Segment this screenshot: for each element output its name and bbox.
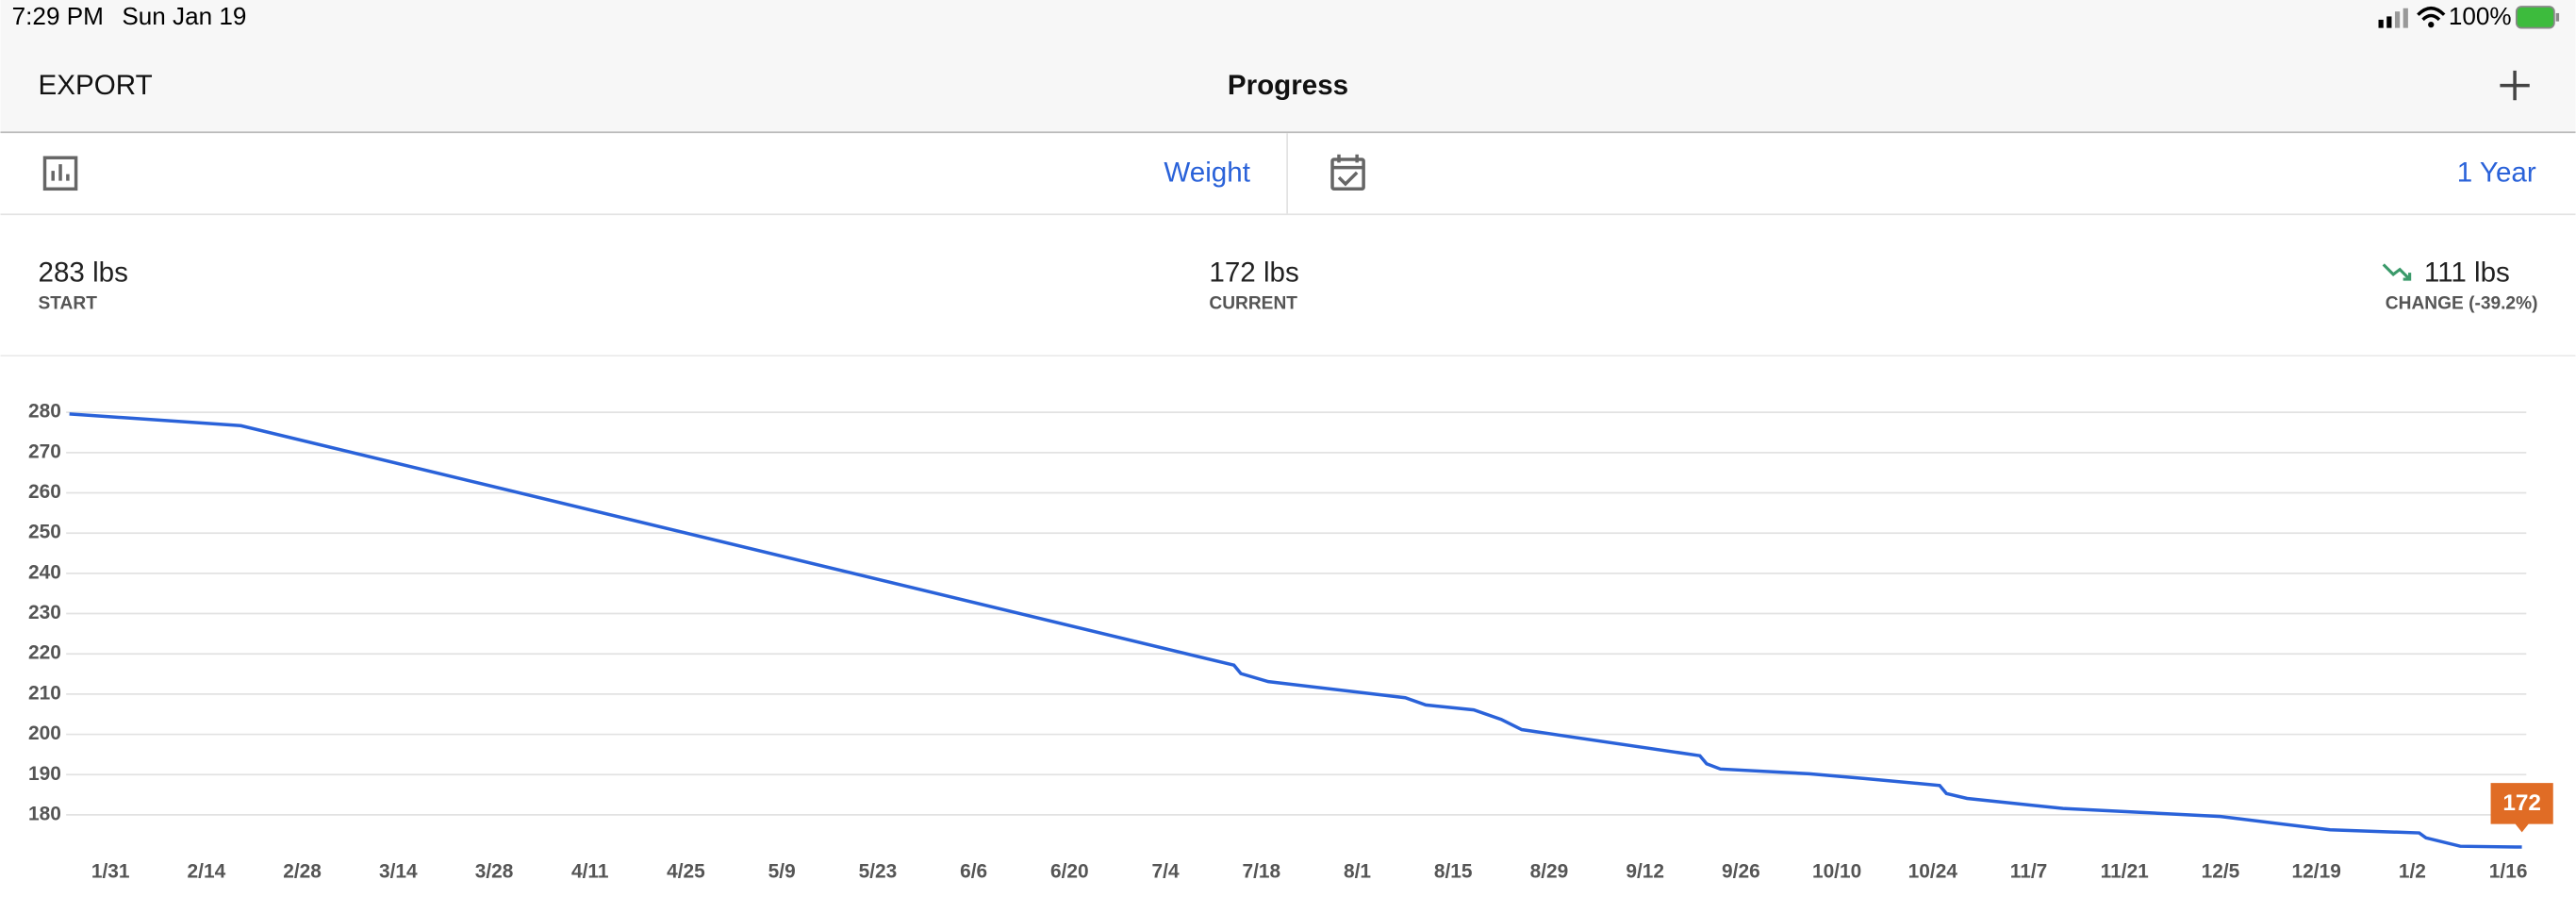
battery-icon — [2515, 6, 2555, 29]
x-tick-label: 9/26 — [1722, 860, 1760, 882]
x-tick-label: 8/1 — [1344, 860, 1371, 882]
x-tick-label: 4/11 — [571, 860, 609, 882]
x-tick-label: 5/23 — [859, 860, 898, 882]
chart: 180 190 200 210 220 230 240 250 260 270 280 1/31 2/1… — [28, 401, 2553, 882]
x-tick-label: 12/5 — [2202, 860, 2240, 882]
x-tick-label: 5/9 — [768, 860, 796, 882]
nav-title: Progress — [1228, 70, 1348, 101]
stat-label: CHANGE (-39.2%) — [2386, 293, 2538, 313]
battery-text: 100% — [2449, 2, 2512, 30]
x-tick-label: 1/16 — [2489, 860, 2528, 882]
battery-tip — [2555, 12, 2560, 22]
x-tick-label: 9/12 — [1626, 860, 1664, 882]
x-tick-label: 3/28 — [475, 860, 514, 882]
stat-value: 111 lbs — [2424, 257, 2510, 289]
tooltip — [2490, 783, 2553, 833]
calendar-icon[interactable] — [1330, 154, 1365, 191]
x-tick-label: 11/21 — [2101, 860, 2150, 882]
y-tick-label: 180 — [28, 803, 61, 824]
x-tick-label: 11/7 — [2010, 860, 2048, 882]
x-tick-label: 8/29 — [1530, 860, 1569, 882]
metric-selector[interactable]: Weight — [1164, 157, 1250, 188]
x-tick-label: 10/24 — [1908, 860, 1958, 882]
y-tick-label: 260 — [28, 481, 61, 503]
x-tick-label: 1/31 — [91, 860, 130, 882]
x-tick-label: 6/6 — [960, 860, 987, 882]
chart-type-icon[interactable] — [42, 156, 78, 191]
weight-line — [69, 412, 2522, 849]
y-tick-label: 250 — [28, 522, 61, 543]
stat-label: START — [39, 293, 98, 313]
signal-icon — [2378, 8, 2408, 28]
trend-icon — [2382, 263, 2412, 281]
stat-label: CURRENT — [1209, 293, 1297, 313]
top-bar-bg — [0, 0, 2576, 132]
x-tick-label: 2/28 — [283, 860, 322, 882]
x-tick-label: 2/14 — [188, 860, 226, 882]
x-tick-label: 7/4 — [1152, 860, 1180, 882]
y-tick-label: 210 — [28, 682, 61, 704]
tooltip-label: 172 — [2502, 790, 2541, 816]
x-tick-label: 4/25 — [667, 860, 705, 882]
y-tick-label: 220 — [28, 642, 61, 664]
x-tick-label: 8/15 — [1434, 860, 1473, 882]
y-tick-label: 270 — [28, 440, 61, 462]
x-tick-label: 7/18 — [1242, 860, 1280, 882]
x-tick-label: 1/2 — [2399, 860, 2426, 882]
export-button[interactable]: EXPORT — [39, 70, 153, 101]
y-tick-label: 200 — [28, 723, 61, 744]
status-date: Sun Jan 19 — [122, 2, 246, 30]
x-tick-label: 6/20 — [1050, 860, 1089, 882]
wifi-icon — [2417, 6, 2446, 22]
y-tick-label: 240 — [28, 561, 61, 583]
status-time: 7:29 PM — [12, 2, 104, 30]
y-tick-label: 280 — [28, 401, 61, 423]
stat-value: 172 lbs — [1209, 257, 1298, 289]
range-selector[interactable]: 1 Year — [2457, 157, 2536, 188]
y-tick-label: 190 — [28, 763, 61, 785]
y-tick-label: 230 — [28, 602, 61, 623]
wifi-dot — [2428, 21, 2435, 28]
stat-value: 283 lbs — [39, 257, 128, 289]
add-button[interactable] — [2500, 70, 2530, 101]
x-tick-label: 3/14 — [379, 860, 418, 882]
x-tick-label: 10/10 — [1812, 860, 1861, 882]
x-tick-label: 12/19 — [2292, 860, 2341, 882]
